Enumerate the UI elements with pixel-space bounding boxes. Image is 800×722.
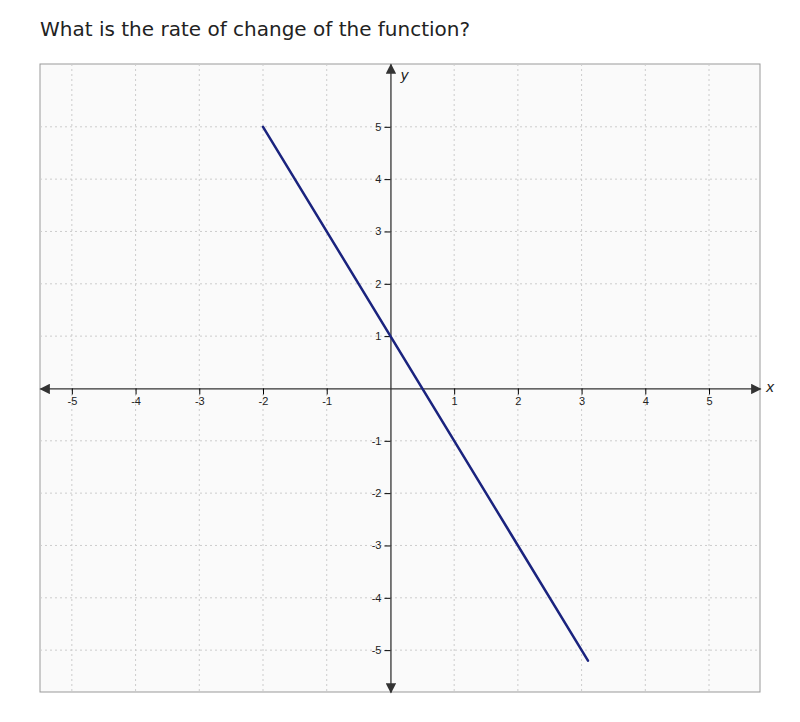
tick: 4 xyxy=(643,388,649,407)
x-axis: -5 -4 -3 -2 -1 1 2 3 4 5 xyxy=(41,388,761,407)
tick-label: -2 xyxy=(372,487,382,499)
plot: -5 -4 -3 -2 -1 1 2 3 4 5 -5 -4 -3 -2 -1 1 2 3 4 5 x y xyxy=(40,64,775,693)
tick: 1 xyxy=(452,388,458,407)
tick-mark xyxy=(384,231,390,232)
grid-line-y xyxy=(40,179,760,180)
tick-label: -1 xyxy=(322,395,332,407)
tick-mark xyxy=(454,388,455,394)
tick-mark xyxy=(384,650,390,651)
tick-mark xyxy=(72,388,73,394)
tick: -5 xyxy=(67,388,77,407)
grid-line-y xyxy=(40,650,760,651)
tick-mark xyxy=(263,388,264,394)
grid-line-x xyxy=(517,64,518,692)
tick-label: 3 xyxy=(375,225,381,237)
tick: -3 xyxy=(195,388,205,407)
tick-label: 4 xyxy=(375,173,381,185)
grid-line-y xyxy=(40,493,760,494)
tick-label: 4 xyxy=(643,395,649,407)
tick-mark xyxy=(384,598,390,599)
tick: 2 xyxy=(375,278,390,290)
grid-line-y xyxy=(40,336,760,337)
tick: -1 xyxy=(372,435,391,447)
y-axis: -5 -4 -3 -2 -1 1 2 3 4 5 xyxy=(372,65,391,693)
plot-frame xyxy=(40,64,760,692)
grid-line-y xyxy=(40,231,760,232)
tick-mark xyxy=(384,179,390,180)
tick-label: -1 xyxy=(372,435,382,447)
tick-mark xyxy=(384,127,390,128)
tick-label: -3 xyxy=(372,539,382,551)
tick-mark xyxy=(384,493,390,494)
tick-mark xyxy=(518,388,519,394)
tick-mark xyxy=(582,388,583,394)
tick: 2 xyxy=(515,388,521,407)
tick-label: 2 xyxy=(375,278,381,290)
tick: 5 xyxy=(375,121,390,133)
grid-line-y xyxy=(40,597,760,598)
grid-line-x xyxy=(263,64,264,692)
tick: 3 xyxy=(579,388,585,407)
tick: 3 xyxy=(375,225,390,237)
tick: -3 xyxy=(372,539,391,551)
marks xyxy=(263,127,588,661)
title: What is the rate of change of the functi… xyxy=(40,17,470,41)
tick-label: -4 xyxy=(131,395,141,407)
tick-label: 3 xyxy=(579,395,585,407)
tick-label: -5 xyxy=(67,395,77,407)
tick-label: 1 xyxy=(375,330,381,342)
tick-label: -3 xyxy=(195,395,205,407)
tick-label: 1 xyxy=(452,395,458,407)
grid-line-y xyxy=(40,545,760,546)
tick-mark xyxy=(384,284,390,285)
tick: -2 xyxy=(259,388,269,407)
tick-label: 2 xyxy=(515,395,521,407)
tick: -4 xyxy=(372,592,391,604)
tick: -4 xyxy=(131,388,141,407)
tick-label: 5 xyxy=(375,121,381,133)
y-axis-line xyxy=(390,65,391,693)
grid-line-y xyxy=(40,126,760,127)
tick-mark xyxy=(384,441,390,442)
grid-line-x xyxy=(199,64,200,692)
tick-label: -4 xyxy=(372,592,382,604)
tick: -2 xyxy=(372,487,391,499)
tick-mark xyxy=(384,545,390,546)
grid-line-y xyxy=(40,283,760,284)
tick: 4 xyxy=(375,173,390,185)
y-axis-label: y xyxy=(399,67,409,83)
tick: -1 xyxy=(322,388,332,407)
tick-label: -5 xyxy=(372,644,382,656)
tick: 5 xyxy=(706,388,712,407)
grid-line-x xyxy=(454,64,455,692)
grid-line-x xyxy=(709,64,710,692)
tick-label: -2 xyxy=(259,395,269,407)
tick-mark xyxy=(709,388,710,394)
tick-mark xyxy=(327,388,328,394)
function-line xyxy=(263,127,588,661)
tick-mark xyxy=(199,388,200,394)
tick-mark xyxy=(136,388,137,394)
x-axis-line xyxy=(41,388,761,389)
chart: What is the rate of change of the functi… xyxy=(0,0,800,722)
tick-label: 5 xyxy=(706,395,712,407)
x-axis-label: x xyxy=(765,379,775,395)
grid-line-y xyxy=(40,440,760,441)
tick-mark xyxy=(645,388,646,394)
grid xyxy=(40,64,760,692)
tick: -5 xyxy=(372,644,391,656)
